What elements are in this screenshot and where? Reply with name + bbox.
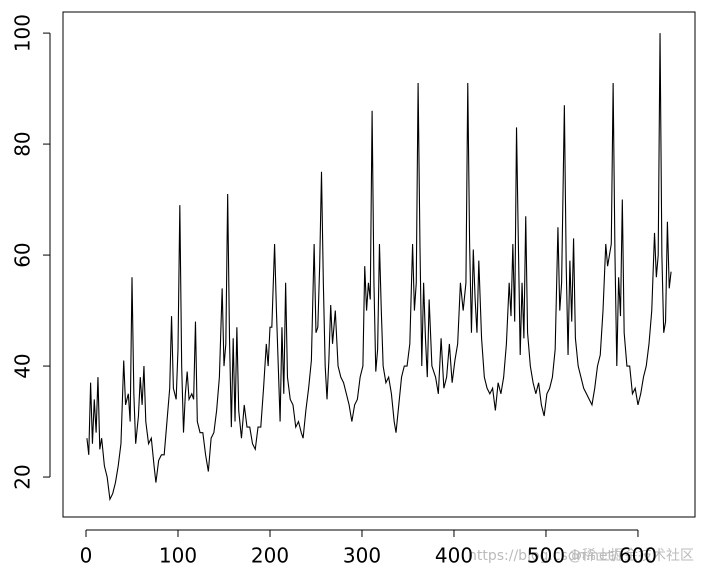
x-tick-label: 400 <box>435 544 473 568</box>
y-tick-label: 60 <box>11 242 35 267</box>
y-tick-label: 40 <box>11 353 35 378</box>
y-tick-label: 20 <box>11 464 35 489</box>
watermark: https://blog.csdn.net/ <box>468 548 618 564</box>
watermark: @稀土掘金技术社区 <box>568 548 694 564</box>
plot-box <box>62 11 696 518</box>
x-tick-label: 300 <box>343 544 381 568</box>
y-tick-label: 100 <box>11 14 35 52</box>
x-tick-label: 0 <box>80 544 93 568</box>
x-tick-label: 500 <box>527 544 565 568</box>
x-tick-label: 200 <box>251 544 289 568</box>
x-tick-label: 600 <box>619 544 657 568</box>
y-tick-label: 80 <box>11 131 35 156</box>
x-tick-label: 100 <box>159 544 197 568</box>
series-line <box>86 33 672 502</box>
